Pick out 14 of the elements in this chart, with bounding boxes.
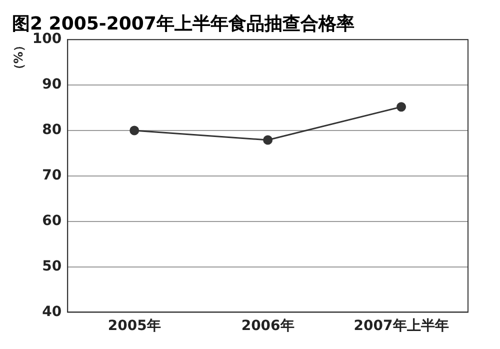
point: [396, 102, 406, 112]
y-axis-title: （%）: [11, 40, 26, 76]
x-tick-label: 2007年上半年: [354, 318, 449, 334]
y-tick-label: 100: [32, 31, 62, 48]
x-tick-label: 2005年: [108, 318, 161, 334]
y-tick-label: 90: [42, 76, 62, 93]
y-tick-label: 60: [42, 212, 62, 229]
point: [130, 126, 140, 136]
x-tick-label: 2006年: [241, 318, 294, 334]
y-tick-label: 40: [42, 304, 62, 320]
y-tick-label: 70: [42, 168, 62, 184]
y-tick-label: 50: [42, 258, 62, 274]
point: [263, 135, 273, 145]
y-tick-label: 80: [42, 122, 62, 138]
